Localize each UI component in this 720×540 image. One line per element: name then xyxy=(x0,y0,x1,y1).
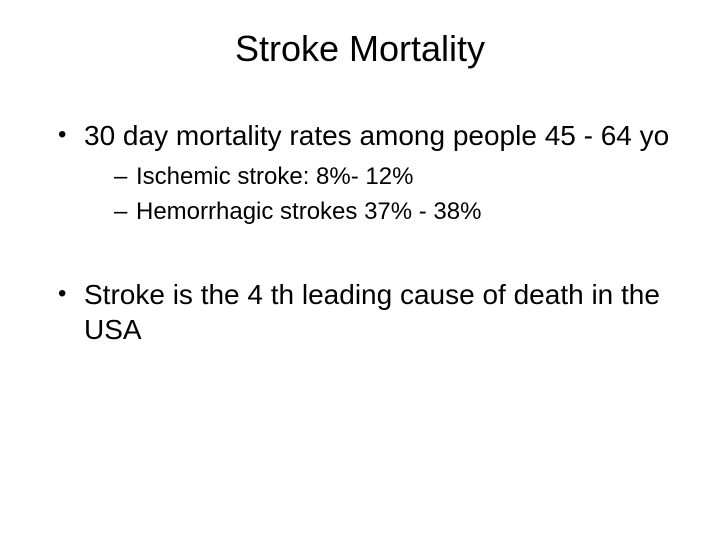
bullet-list-2: Stroke is the 4 th leading cause of deat… xyxy=(40,277,680,347)
sub-bullet-item-1: Ischemic stroke: 8%- 12% xyxy=(114,161,680,192)
slide-title: Stroke Mortality xyxy=(40,28,680,70)
bullet-item-1: 30 day mortality rates among people 45 -… xyxy=(58,118,680,227)
sub-bullet-list: Ischemic stroke: 8%- 12% Hemorrhagic str… xyxy=(84,161,680,227)
spacer xyxy=(40,237,680,277)
bullet-item-2-text: Stroke is the 4 th leading cause of deat… xyxy=(84,279,660,345)
slide: Stroke Mortality 30 day mortality rates … xyxy=(0,0,720,540)
bullet-item-1-text: 30 day mortality rates among people 45 -… xyxy=(84,120,669,151)
bullet-list: 30 day mortality rates among people 45 -… xyxy=(40,118,680,227)
bullet-item-2: Stroke is the 4 th leading cause of deat… xyxy=(58,277,680,347)
sub-bullet-item-2: Hemorrhagic strokes 37% - 38% xyxy=(114,196,680,227)
